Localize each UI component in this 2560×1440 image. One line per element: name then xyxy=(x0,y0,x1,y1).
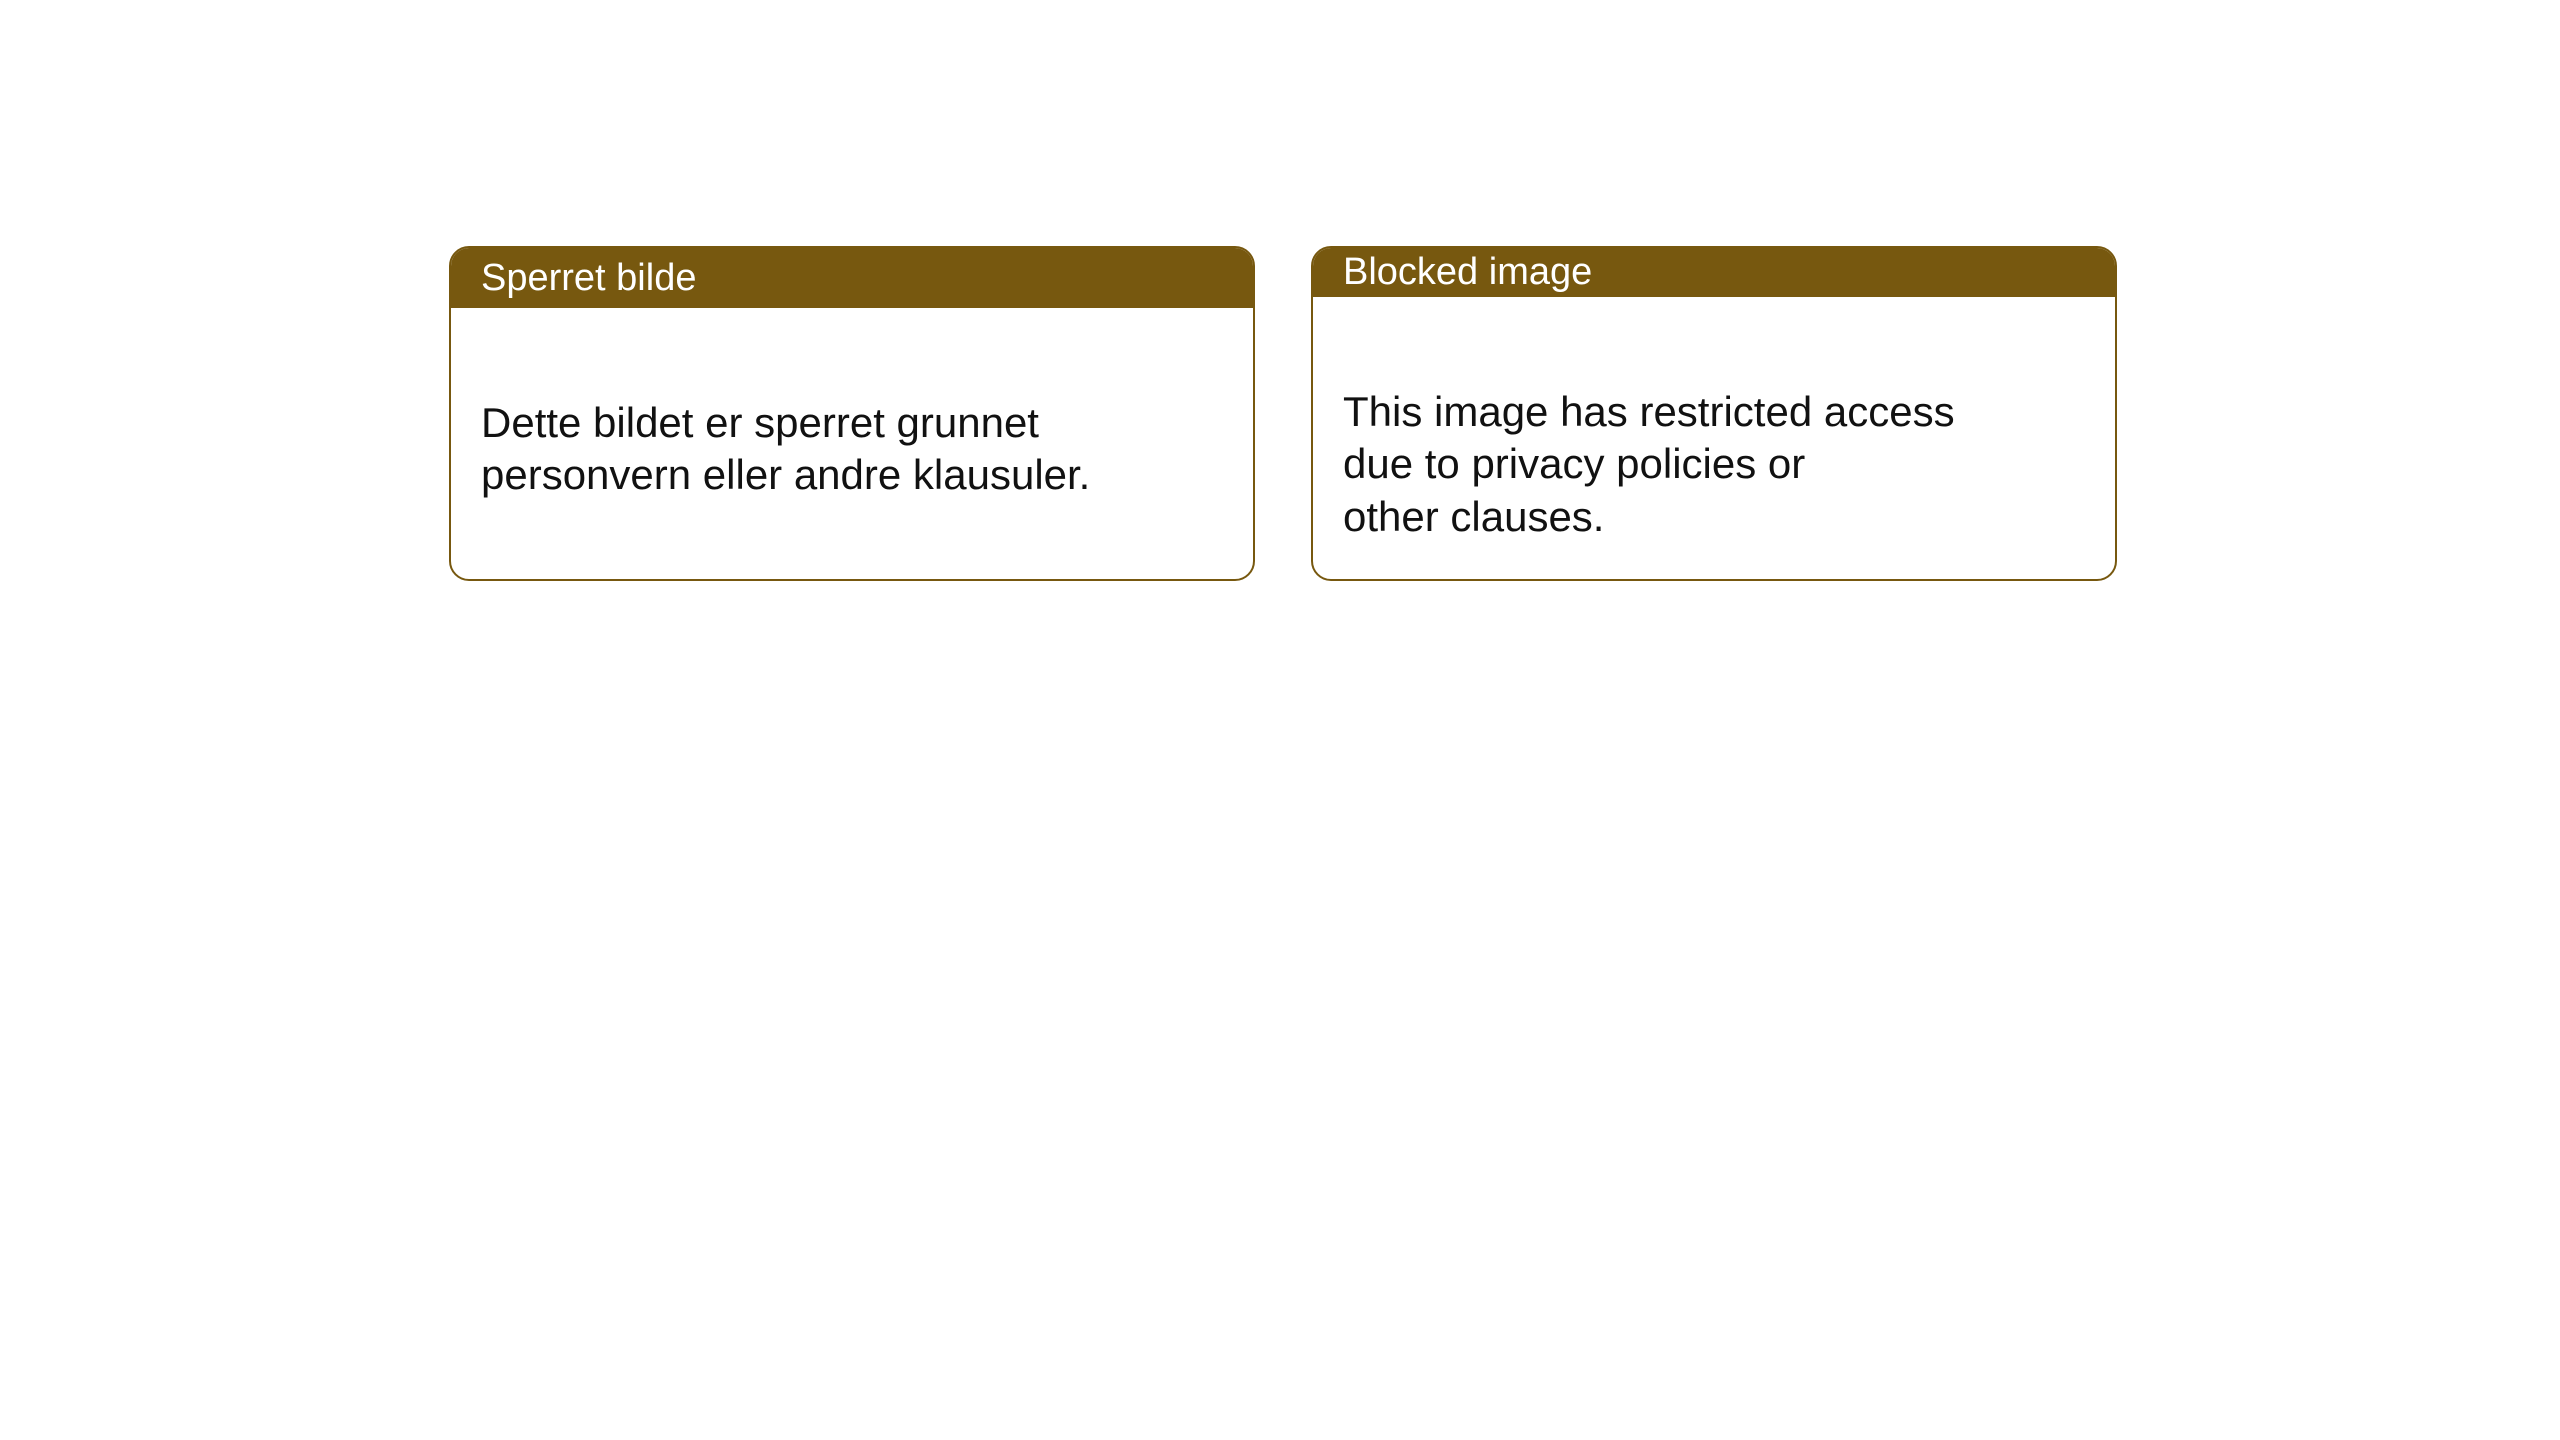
page-root: Sperret bilde Dette bildet er sperret gr… xyxy=(0,0,2560,1440)
notice-card-body: This image has restricted access due to … xyxy=(1313,297,2115,579)
notice-card-text: This image has restricted access due to … xyxy=(1343,388,1955,540)
notice-card-header: Sperret bilde xyxy=(451,248,1253,308)
notice-cards-row: Sperret bilde Dette bildet er sperret gr… xyxy=(449,246,2117,581)
notice-card-body: Dette bildet er sperret grunnet personve… xyxy=(451,308,1253,579)
notice-card-text: Dette bildet er sperret grunnet personve… xyxy=(481,399,1090,499)
notice-card-no: Sperret bilde Dette bildet er sperret gr… xyxy=(449,246,1255,581)
notice-card-title: Blocked image xyxy=(1343,251,1592,294)
notice-card-title: Sperret bilde xyxy=(481,257,696,300)
notice-card-en: Blocked image This image has restricted … xyxy=(1311,246,2117,581)
notice-card-header: Blocked image xyxy=(1313,248,2115,297)
